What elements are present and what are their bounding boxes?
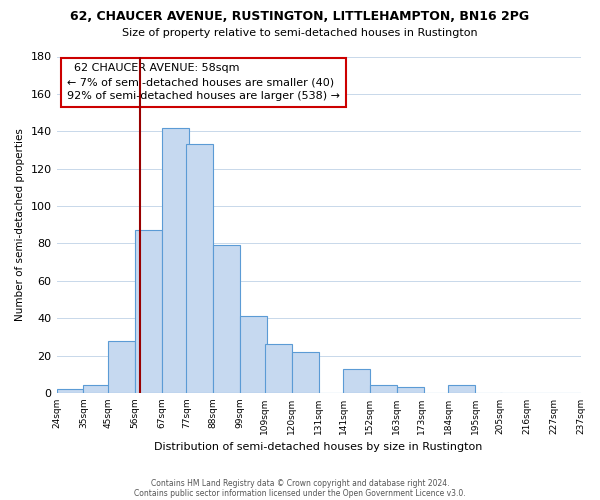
Bar bbox=[56, 389, 83, 393]
Bar bbox=[187, 144, 213, 393]
Bar bbox=[135, 230, 162, 393]
Bar bbox=[343, 368, 370, 393]
Bar bbox=[162, 128, 189, 393]
Bar bbox=[370, 386, 397, 393]
Bar bbox=[213, 246, 240, 393]
Text: Size of property relative to semi-detached houses in Rustington: Size of property relative to semi-detach… bbox=[122, 28, 478, 38]
Text: Contains public sector information licensed under the Open Government Licence v3: Contains public sector information licen… bbox=[134, 488, 466, 498]
Text: 62, CHAUCER AVENUE, RUSTINGTON, LITTLEHAMPTON, BN16 2PG: 62, CHAUCER AVENUE, RUSTINGTON, LITTLEHA… bbox=[70, 10, 530, 23]
X-axis label: Distribution of semi-detached houses by size in Rustington: Distribution of semi-detached houses by … bbox=[154, 442, 483, 452]
Bar bbox=[240, 316, 267, 393]
Text: 62 CHAUCER AVENUE: 58sqm
← 7% of semi-detached houses are smaller (40)
92% of se: 62 CHAUCER AVENUE: 58sqm ← 7% of semi-de… bbox=[67, 63, 340, 101]
Bar bbox=[397, 388, 424, 393]
Bar bbox=[108, 340, 135, 393]
Bar bbox=[83, 386, 110, 393]
Bar bbox=[448, 386, 475, 393]
Bar bbox=[292, 352, 319, 393]
Bar bbox=[265, 344, 292, 393]
Text: Contains HM Land Registry data © Crown copyright and database right 2024.: Contains HM Land Registry data © Crown c… bbox=[151, 478, 449, 488]
Y-axis label: Number of semi-detached properties: Number of semi-detached properties bbox=[15, 128, 25, 321]
